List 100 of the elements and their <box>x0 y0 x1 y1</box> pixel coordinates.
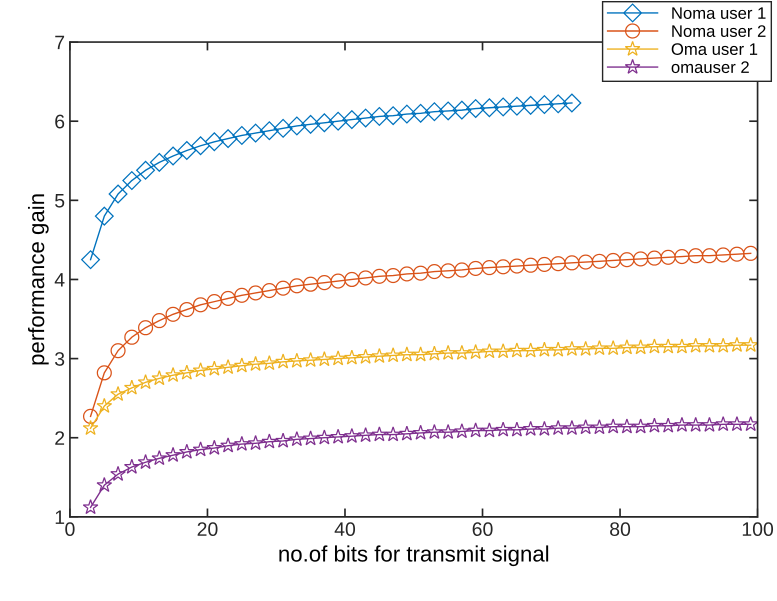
point <box>729 336 745 352</box>
point <box>440 424 456 439</box>
point <box>534 95 554 114</box>
point <box>165 366 181 382</box>
point <box>413 266 428 281</box>
point <box>178 444 195 459</box>
point <box>716 247 731 263</box>
y-axis-title: performance gain <box>28 194 49 364</box>
y-tick-label: 7 <box>55 36 64 50</box>
y-tick-label: 1 <box>56 510 64 524</box>
point <box>204 132 224 152</box>
point <box>82 499 98 514</box>
point <box>358 427 374 442</box>
point <box>385 426 402 442</box>
point <box>96 365 112 380</box>
point <box>550 420 566 436</box>
point <box>82 420 98 436</box>
point <box>302 352 318 367</box>
point <box>548 94 568 114</box>
point <box>330 428 346 444</box>
point <box>206 294 222 310</box>
point <box>206 360 222 376</box>
point <box>454 344 470 360</box>
point <box>232 126 252 145</box>
point <box>370 106 389 126</box>
point <box>482 260 497 276</box>
point <box>151 370 168 386</box>
point <box>316 275 332 290</box>
point <box>399 266 414 282</box>
point <box>536 420 552 436</box>
point <box>261 355 278 370</box>
point <box>742 416 758 432</box>
point <box>688 338 704 353</box>
point <box>138 454 154 470</box>
point <box>523 258 538 273</box>
x-tick-label: 100 <box>742 522 774 536</box>
point <box>386 268 401 284</box>
point <box>495 343 512 358</box>
point <box>246 124 266 143</box>
point <box>509 258 524 274</box>
point <box>288 352 305 368</box>
point <box>81 250 100 270</box>
point <box>729 246 745 262</box>
point <box>550 342 566 357</box>
point <box>177 141 196 160</box>
point <box>742 336 758 352</box>
point <box>702 338 718 353</box>
point <box>507 96 526 116</box>
point <box>398 426 415 441</box>
point <box>550 256 566 272</box>
point <box>96 398 112 413</box>
point <box>138 374 154 390</box>
point <box>301 114 320 134</box>
point <box>275 354 291 369</box>
point <box>191 136 210 156</box>
point <box>440 263 456 278</box>
point <box>248 285 264 300</box>
point <box>108 184 128 204</box>
x-axis-title: no.of bits for transmit signal <box>279 545 548 566</box>
point <box>424 102 444 122</box>
point <box>522 420 539 436</box>
point <box>412 424 429 440</box>
point <box>150 152 169 172</box>
point <box>426 346 442 361</box>
point <box>234 357 250 373</box>
point <box>316 351 332 366</box>
legend-label: Noma user 2 <box>672 25 766 37</box>
point <box>262 282 277 298</box>
point <box>314 113 334 132</box>
point <box>592 419 608 434</box>
x-tick-label: 0 <box>65 522 75 536</box>
y-tick-label: 3 <box>54 352 64 366</box>
point <box>330 350 346 366</box>
y-tick-label: 2 <box>55 431 64 445</box>
point <box>482 343 498 358</box>
point <box>578 419 594 434</box>
point <box>344 428 360 443</box>
point <box>438 101 458 120</box>
point <box>646 418 662 433</box>
point <box>192 362 208 378</box>
point <box>702 248 718 264</box>
point <box>384 106 403 126</box>
point <box>178 364 195 380</box>
point <box>372 268 387 284</box>
point <box>328 112 348 131</box>
point <box>452 100 472 120</box>
point <box>179 302 194 318</box>
point <box>729 416 745 432</box>
point <box>275 432 291 448</box>
point <box>82 408 98 424</box>
point <box>646 250 662 266</box>
point <box>358 270 374 286</box>
point <box>124 330 140 345</box>
point <box>138 320 154 336</box>
point <box>358 348 374 364</box>
point <box>496 259 511 274</box>
point <box>468 344 484 360</box>
point <box>466 99 486 118</box>
point <box>193 297 208 312</box>
point <box>206 440 222 455</box>
